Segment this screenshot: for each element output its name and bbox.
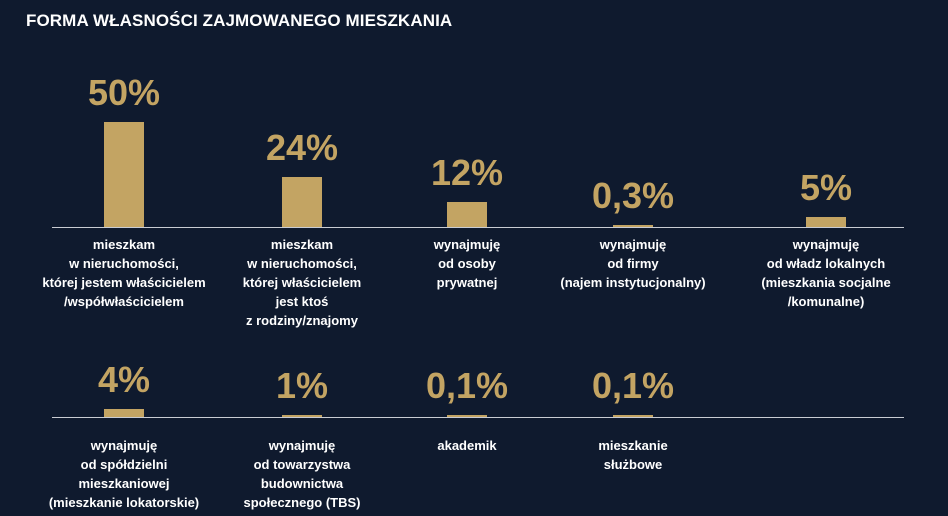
- category-label-7: akademik: [437, 438, 497, 453]
- bar-1: [282, 176, 322, 227]
- data-label-6: 1%: [275, 364, 329, 406]
- category-label-4: wynajmuję od władz lokalnych (mieszkania s…: [761, 237, 891, 309]
- data-label-5: 4%: [97, 358, 151, 400]
- data-label-3: 0,3%: [591, 175, 675, 216]
- category-label-3: wynajmuję od firmy (najem instytucjonalny): [560, 237, 706, 290]
- data-label-7: 0,1%: [425, 365, 509, 406]
- bar-4: [806, 216, 846, 227]
- bar-3: [613, 225, 653, 227]
- category-label-5: wynajmuję od spółdzielni mieszkaniowej (mie…: [48, 438, 200, 510]
- data-label-8: 0,1%: [591, 365, 675, 406]
- category-label-8: mieszkanie służbowe: [598, 438, 668, 472]
- bar-7: [447, 415, 487, 417]
- data-label-0: 50%: [87, 72, 161, 113]
- bar-0: [104, 122, 144, 227]
- chart-title: FORMA WŁASNOŚCI ZAJMOWANEGO MIESZKANIA: [26, 11, 453, 30]
- category-label-6: wynajmuję od towarzystwa budownictwa społec…: [243, 438, 361, 510]
- bar-5: [104, 408, 144, 417]
- bar-8: [613, 415, 653, 417]
- bar-2: [447, 201, 487, 227]
- data-label-1: 24%: [265, 126, 339, 168]
- baseline-row-2: [52, 417, 904, 418]
- data-label-2: 12%: [430, 151, 504, 193]
- baseline-row-1: [52, 227, 904, 228]
- bar-6: [282, 414, 322, 417]
- data-label-4: 5%: [799, 166, 853, 208]
- category-label-0: mieszkam w nieruchomości, której jestem wł…: [42, 237, 206, 309]
- category-label-1: mieszkam w nieruchomości, której właścicie…: [242, 237, 362, 328]
- category-label-2: wynajmuję od osoby prywatnej: [433, 237, 501, 290]
